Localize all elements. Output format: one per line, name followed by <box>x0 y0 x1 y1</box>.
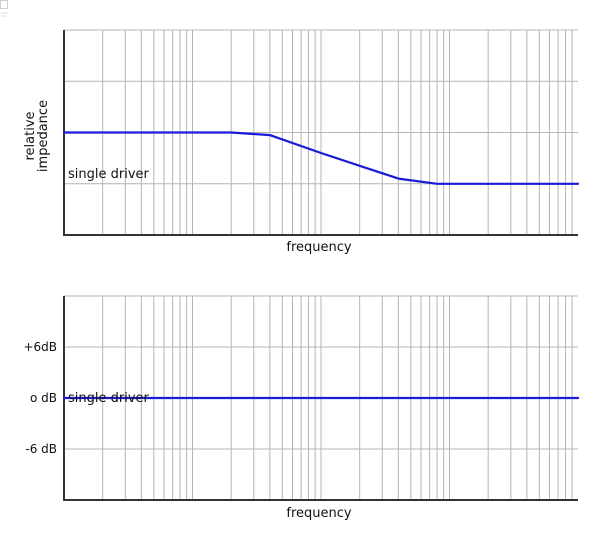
y-tick-label: -6 dB <box>25 442 57 456</box>
series-label: single driver <box>68 391 150 406</box>
chart-1: single driver frequency relativeimpedance <box>23 29 580 255</box>
series-label: single driver <box>68 167 150 182</box>
y-axis-label-line: relative <box>23 111 38 160</box>
y-tick-label: o dB <box>30 391 57 405</box>
x-axis-label: frequency <box>286 506 352 521</box>
y-axis-label: relativeimpedance <box>23 100 51 172</box>
document-fragment-icon <box>0 0 14 22</box>
chart-2: +6dB o dB -6 dB single driver frequency <box>23 295 580 521</box>
y-tick-label: +6dB <box>23 340 57 354</box>
x-axis-label: frequency <box>286 240 352 255</box>
y-axis-label-line: impedance <box>36 100 51 172</box>
series-line <box>62 131 580 185</box>
